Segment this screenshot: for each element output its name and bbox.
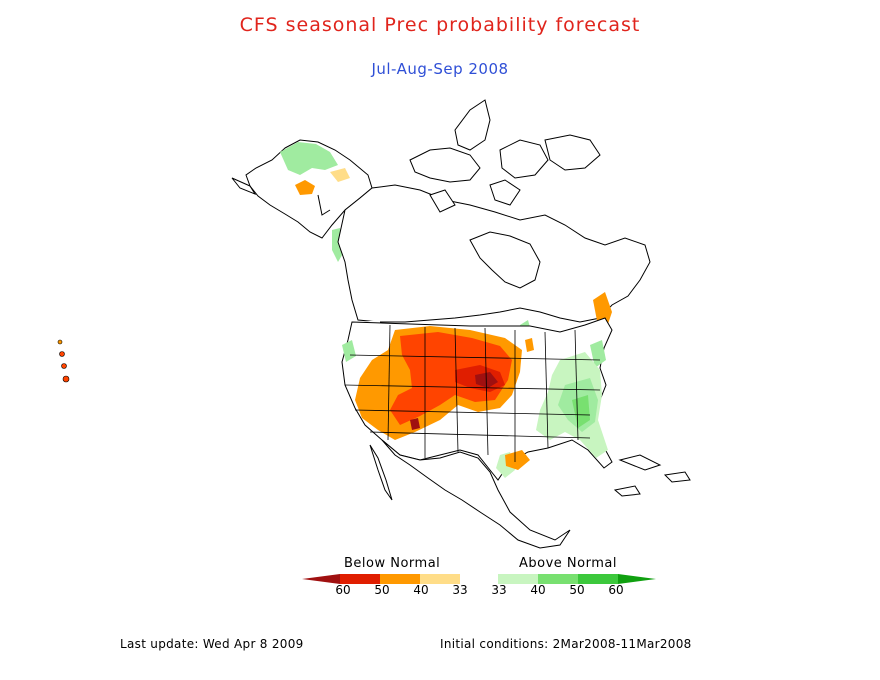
legend-tick-above-33: 33 — [491, 583, 507, 597]
map-title: CFS seasonal Prec probability forecast — [239, 14, 641, 36]
usa-region — [341, 317, 613, 481]
legend-tick-above-50: 50 — [569, 583, 585, 597]
canada-region — [337, 99, 651, 340]
legend-bin-above-50-60 — [578, 574, 618, 584]
initial-conditions-text: Initial conditions: 2Mar2008-11Mar2008 — [440, 637, 692, 651]
legend-above-normal-label: Above Normal — [519, 556, 617, 571]
legend-tick-below-60: 60 — [335, 583, 351, 597]
hawaii-islands — [57, 339, 70, 383]
legend-bin-below-50-60 — [340, 574, 380, 584]
map-subtitle: Jul-Aug-Sep 2008 — [371, 60, 509, 78]
legend-arrow-below-max — [302, 574, 340, 584]
legend-bin-neutral — [460, 574, 498, 584]
last-update-text: Last update: Wed Apr 8 2009 — [120, 637, 304, 651]
legend-tick-below-50: 50 — [374, 583, 390, 597]
legend-tick-below-40: 40 — [413, 583, 429, 597]
legend-tick-above-40: 40 — [530, 583, 546, 597]
legend-arrow-above-max — [618, 574, 656, 584]
legend-colorbar — [302, 574, 656, 584]
mexico-region — [369, 439, 571, 549]
legend-bin-above-33-40 — [498, 574, 538, 584]
legend-bin-below-33-40 — [420, 574, 460, 584]
legend-tick-below-33: 33 — [452, 583, 468, 597]
legend-bin-below-40-50 — [380, 574, 420, 584]
legend-tick-above-60: 60 — [608, 583, 624, 597]
legend-bin-above-40-50 — [538, 574, 578, 584]
caribbean-islands — [613, 454, 691, 497]
legend-below-normal-label: Below Normal — [344, 556, 441, 571]
